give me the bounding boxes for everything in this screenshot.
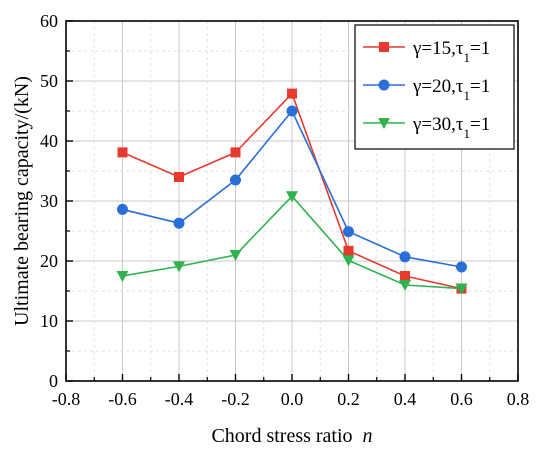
y-axis-title: Ultimate bearing capacity/(kN) — [11, 76, 33, 326]
x-tick-label: -0.4 — [165, 389, 194, 409]
legend-marker-3 — [378, 118, 390, 129]
x-tick-label: 0.4 — [394, 389, 417, 409]
legend-label-2-tail: =1 — [470, 76, 490, 97]
x-tick-label: -0.6 — [108, 389, 137, 409]
data-point — [286, 191, 298, 203]
data-point — [174, 172, 184, 182]
data-point — [229, 250, 242, 261]
x-tick-label: -0.2 — [221, 389, 250, 409]
legend-label-3: γ=30,τ1=1 — [412, 114, 490, 141]
series-layer — [116, 88, 468, 295]
legend-label-1-main: γ=15,τ — [412, 38, 464, 59]
data-point — [399, 280, 411, 291]
legend: γ=15,τ1=1 γ=20,τ1=1 γ=30,τ1=1 — [354, 24, 515, 150]
legend-label-3-sub: 1 — [464, 126, 471, 141]
legend-item-2: γ=20,τ1=1 — [363, 76, 490, 103]
legend-label-2: γ=20,τ1=1 — [412, 76, 490, 103]
data-point — [286, 105, 298, 117]
y-tick-label: 10 — [40, 311, 58, 331]
legend-label-1: γ=15,τ1=1 — [412, 38, 490, 65]
data-point — [343, 245, 354, 256]
series-3 — [116, 191, 468, 295]
legend-label-3-main: γ=30,τ — [412, 114, 464, 135]
x-tick-label: 0.2 — [337, 389, 360, 409]
x-axis-title-text: Chord stress ratio — [211, 425, 352, 447]
data-point — [116, 271, 129, 282]
legend-label-2-sub: 1 — [464, 88, 471, 103]
data-point — [342, 255, 355, 267]
x-tick-label: 0.0 — [281, 389, 304, 409]
legend-label-1-sub: 1 — [464, 50, 471, 65]
y-tick-label: 30 — [40, 191, 58, 211]
legend-marker-1 — [379, 42, 389, 52]
data-point — [230, 147, 241, 158]
x-tick-label: 0.6 — [450, 389, 473, 409]
data-point — [173, 261, 185, 273]
y-tick-label: 20 — [40, 251, 58, 271]
data-point — [230, 174, 241, 186]
y-tick-label: 0 — [49, 371, 58, 391]
data-point — [456, 261, 467, 273]
tick-layer: -0.8 -0.6 -0.4 -0.2 0.0 0.2 0.4 0.6 0.8 0 10 20 30 40… — [40, 11, 529, 409]
data-point — [455, 283, 468, 295]
data-point — [173, 217, 185, 229]
legend-label-3-tail: =1 — [470, 114, 490, 135]
legend-item-3: γ=30,τ1=1 — [363, 114, 490, 141]
series-2 — [117, 105, 467, 273]
legend-label-1-tail: =1 — [470, 38, 490, 59]
data-point — [287, 88, 297, 99]
data-point — [400, 271, 410, 281]
data-point — [117, 147, 128, 158]
legend-marker-2 — [378, 79, 390, 91]
y-tick-label: 50 — [40, 71, 58, 91]
y-tick-label: 60 — [40, 11, 58, 31]
x-tick-label: 0.8 — [507, 389, 530, 409]
x-tick-label: -0.8 — [52, 389, 81, 409]
data-point — [117, 203, 128, 215]
x-axis-title-variable: n — [363, 425, 373, 447]
legend-item-1: γ=15,τ1=1 — [363, 38, 490, 65]
data-point — [343, 226, 354, 238]
y-tick-label: 40 — [40, 131, 58, 151]
legend-label-2-main: γ=20,τ — [412, 76, 464, 97]
data-point — [399, 251, 411, 263]
x-axis-title: Chord stress ratio n — [211, 425, 372, 447]
